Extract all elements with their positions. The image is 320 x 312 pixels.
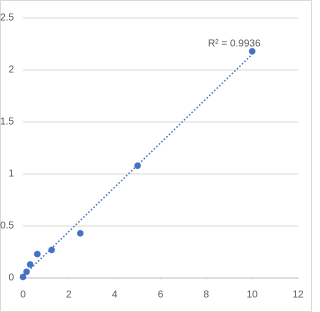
x-tick-label: 12: [292, 290, 304, 301]
data-point: [76, 229, 84, 237]
x-tick-label: 2: [66, 290, 72, 301]
r-squared-annotation: R² = 0.9936: [208, 39, 261, 50]
y-tick-label: 1.5: [0, 117, 14, 128]
data-point: [34, 250, 41, 258]
data-point: [23, 268, 30, 276]
y-tick-label: 2.5: [0, 13, 14, 24]
x-tick-label: 4: [112, 290, 118, 301]
y-tick-label: 0: [8, 273, 14, 284]
data-point: [26, 261, 34, 268]
x-tick-label: 6: [158, 290, 164, 301]
y-tick-label: 2: [8, 65, 14, 76]
y-tick-label: 1: [8, 169, 14, 180]
data-point: [248, 47, 256, 55]
trendline: [22, 53, 253, 277]
data-point: [48, 246, 55, 254]
y-tick-label: 0.5: [0, 221, 14, 232]
data-point: [19, 273, 27, 281]
x-tick-label: 10: [247, 290, 259, 301]
chart-border: [0, 0, 312, 312]
x-tick-label: 8: [204, 290, 210, 301]
x-tick-label: 0: [20, 290, 26, 301]
chart: R² = 0.9936 0 0.5 1 1.5 2 2.5 0 2 4 6 8 10 12: [0, 0, 312, 312]
data-point: [134, 162, 141, 169]
